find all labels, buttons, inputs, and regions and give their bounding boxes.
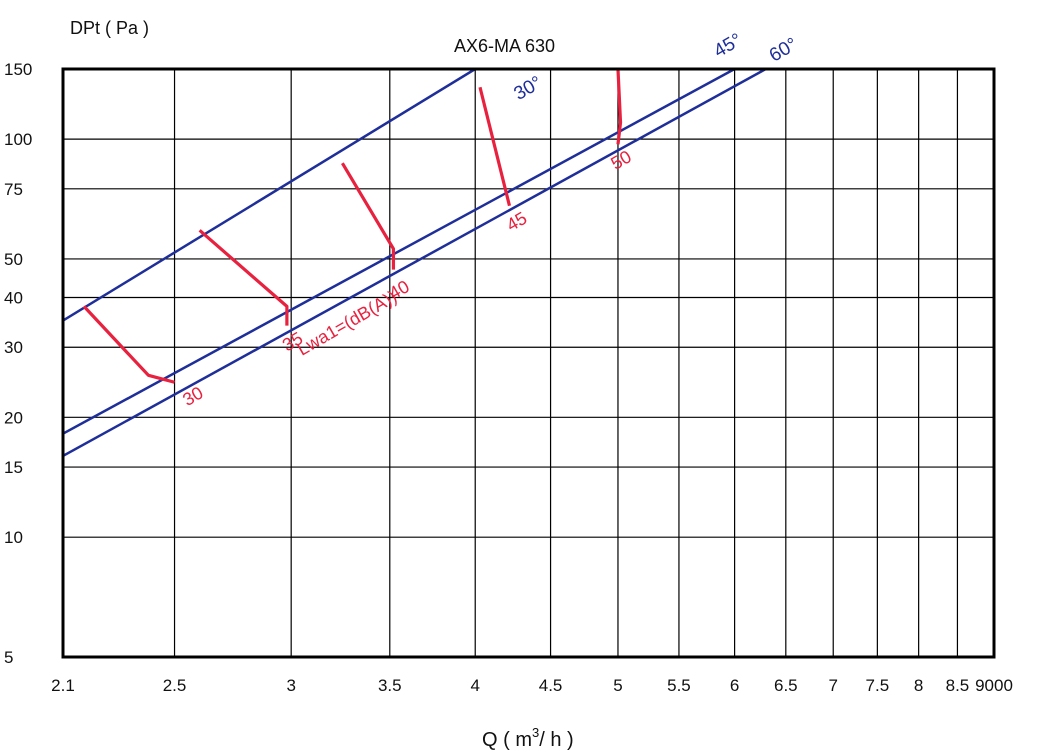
- series-line: [63, 69, 736, 435]
- x-tick-label: 7.5: [866, 676, 890, 695]
- y-tick-label: 10: [4, 528, 23, 547]
- x-axis-label-superscript: 3: [532, 725, 539, 740]
- sound-level-line: [341, 162, 396, 270]
- x-tick-label: 8.5: [946, 676, 970, 695]
- y-tick-label: 5: [4, 648, 13, 667]
- sound-level-line: [616, 68, 623, 145]
- x-tick-label: 2.5: [163, 676, 187, 695]
- y-tick-label: 40: [4, 289, 23, 308]
- y-tick-label: 150: [4, 60, 32, 79]
- series-line: [63, 69, 476, 322]
- y-tick-label: 30: [4, 338, 23, 357]
- sound-level-line: [198, 229, 289, 326]
- x-tick-label: 4.5: [539, 676, 563, 695]
- x-tick-label: 9000: [975, 676, 1013, 695]
- sound-level-label: 30: [179, 383, 206, 410]
- sound-level-lines: [82, 68, 623, 384]
- series-label: 45°: [710, 30, 745, 63]
- x-tick-label: 3.5: [378, 676, 402, 695]
- x-tick-label: 3: [286, 676, 295, 695]
- x-tick-label: 5: [613, 676, 622, 695]
- series-label: 60°: [766, 34, 801, 67]
- series-line: [63, 69, 767, 458]
- x-tick-label: 6.5: [774, 676, 798, 695]
- x-tick-label: 2.1: [51, 676, 75, 695]
- x-tick-label: 7: [828, 676, 837, 695]
- x-tick-label: 8: [914, 676, 923, 695]
- plot-frame: [61, 67, 996, 659]
- y-axis-label: DPt ( Pa ): [70, 18, 149, 38]
- x-tick-label: 4: [470, 676, 479, 695]
- sound-level-line: [478, 86, 512, 207]
- sound-level-label: 50: [607, 146, 634, 173]
- x-axis-label: Q ( m3/ h ): [482, 725, 574, 751]
- tick-labels: 2.1 2.5 3 3.5 4 4.5 5 5.5 6 6.5 7 7.5 8 8.5 9000 5 10 15 2…: [4, 60, 1013, 695]
- series-label: 30°: [511, 72, 546, 105]
- x-tick-label: 5.5: [667, 676, 691, 695]
- y-tick-label: 100: [4, 130, 32, 149]
- blade-angle-lines: [63, 69, 767, 458]
- y-tick-label: 15: [4, 458, 23, 477]
- x-tick-label: 6: [730, 676, 739, 695]
- y-tick-label: 20: [4, 408, 23, 427]
- y-tick-label: 75: [4, 180, 23, 199]
- sound-level-line: [82, 305, 175, 384]
- chart-title: AX6-MA 630: [454, 36, 555, 56]
- y-tick-label: 50: [4, 250, 23, 269]
- gridlines: [62, 68, 995, 658]
